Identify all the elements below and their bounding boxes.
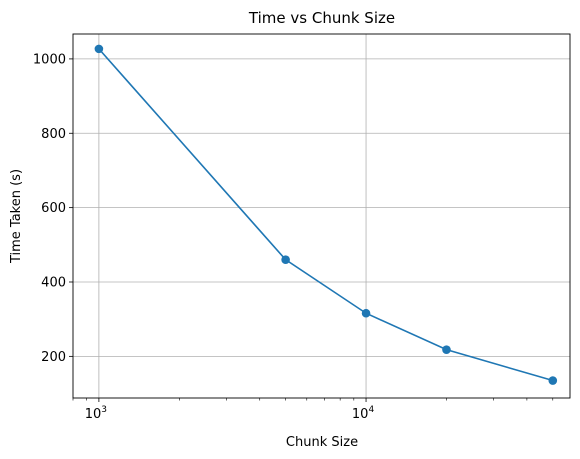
x-tick-label: 104 — [352, 405, 375, 422]
data-point — [281, 255, 290, 264]
x-tick-label-exponent: 4 — [368, 405, 374, 415]
y-axis-label: Time Taken (s) — [9, 169, 24, 264]
y-tick-label: 600 — [41, 201, 66, 216]
data-point — [442, 345, 451, 354]
y-tick-label: 200 — [41, 350, 66, 365]
plot-frame — [72, 33, 571, 399]
data-point — [94, 44, 104, 54]
chart-title: Time vs Chunk Size — [248, 9, 395, 27]
grid-layer — [73, 34, 570, 398]
x-tick-label: 103 — [85, 405, 107, 422]
data-point — [548, 376, 558, 385]
y-tick-label: 400 — [41, 275, 66, 290]
y-tick-label: 800 — [41, 127, 66, 142]
series-layer — [94, 44, 558, 385]
x-tick-label-exponent: 3 — [101, 405, 107, 415]
data-point — [361, 308, 371, 318]
y-tick-label: 1000 — [33, 52, 66, 67]
x-axis-label: Chunk Size — [286, 435, 358, 450]
series-line — [98, 48, 554, 382]
ticks-layer: 200 400 600 800 1000 103 104 — [33, 52, 554, 422]
